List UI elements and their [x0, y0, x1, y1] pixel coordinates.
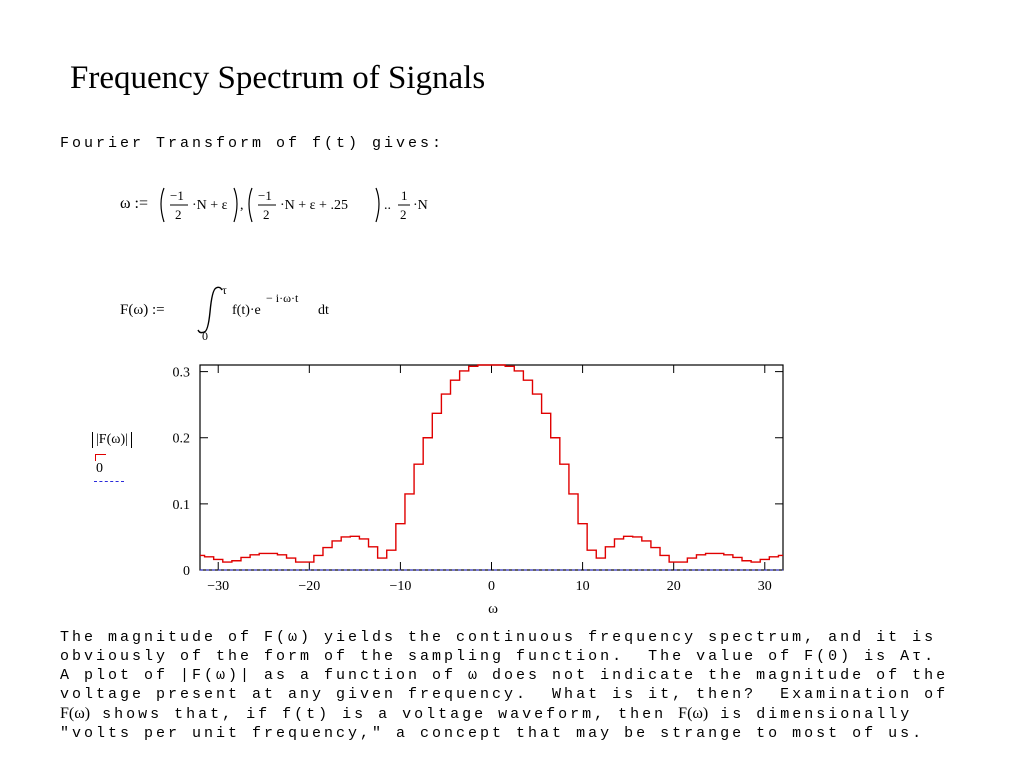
- svg-text:2: 2: [400, 207, 407, 222]
- svg-text:·N + ε + .25: ·N + ε + .25: [280, 198, 348, 213]
- svg-text:dt: dt: [318, 303, 329, 318]
- x-tick-label: 20: [667, 579, 681, 594]
- svg-text:ω :=: ω :=: [120, 195, 148, 212]
- y-tick-label: 0.2: [173, 432, 191, 447]
- svg-text:0: 0: [202, 329, 208, 342]
- svg-text:F(ω) :=: F(ω) :=: [120, 302, 165, 318]
- chart-axes: [199, 364, 784, 571]
- explanation-paragraph: The magnitude of F(ω) yields the continu…: [60, 628, 1010, 743]
- x-tick-label: 10: [576, 579, 590, 594]
- svg-text:·N + ε: ·N + ε: [192, 198, 228, 213]
- magnitude-series-line: [200, 364, 783, 563]
- svg-text:− i·ω·t: − i·ω·t: [266, 291, 299, 305]
- chart-ticks: −30 −20 −10 0 10 20 30 0 0.1 0.2 0.3: [173, 365, 783, 594]
- svg-text:−1: −1: [258, 188, 272, 203]
- x-tick-label: 0: [488, 579, 495, 594]
- svg-text:..: ..: [384, 198, 391, 213]
- page-title: Frequency Spectrum of Signals: [70, 60, 486, 96]
- fourier-equation-graphic: F(ω) := τ 0 f(t)·e − i·ω·t dt: [120, 283, 329, 343]
- x-tick-label: −10: [389, 579, 411, 594]
- chart-series: [200, 364, 783, 571]
- legend-zero-label: 0: [96, 461, 103, 476]
- legend-series-label: |F(ω)|: [92, 432, 132, 448]
- svg-text:1: 1: [401, 188, 408, 203]
- paragraph-line-3: A plot of |F(ω)| as a function of ω does…: [60, 667, 949, 684]
- y-tick-label: 0.1: [173, 498, 191, 513]
- inline-F-omega-1: F(ω): [60, 705, 91, 722]
- paragraph-line-1: The magnitude of F(ω) yields the continu…: [60, 629, 937, 646]
- svg-text:,: ,: [240, 198, 244, 213]
- fourier-definition: F(ω) := τ 0 f(t)·e − i·ω·t dt: [118, 282, 378, 347]
- paragraph-line-6: "volts per unit frequency," a concept th…: [60, 725, 925, 742]
- omega-equation-graphic: ω := −1 2 ·N + ε , −1 2 ·N + ε + .25 .. …: [120, 187, 428, 223]
- spectrum-chart: −30 −20 −10 0 10 20 30 0 0.1 0.2 0.3 ω: [173, 364, 784, 617]
- inline-F-omega-2: F(ω): [678, 705, 709, 722]
- paragraph-line-5-mid: shows that, if f(t) is a voltage wavefor…: [90, 706, 679, 723]
- svg-text:·N: ·N: [413, 198, 428, 213]
- chart-legend: |F(ω)| 0: [92, 432, 132, 482]
- paragraph-line-2: obviously of the form of the sampling fu…: [60, 648, 937, 665]
- paragraph-line-4: voltage present at any given frequency. …: [60, 686, 949, 703]
- svg-text:−1: −1: [170, 188, 184, 203]
- intro-text: Fourier Transform of f(t) gives:: [60, 135, 445, 152]
- svg-text:τ: τ: [222, 283, 227, 297]
- omega-definition: ω := −1 2 ·N + ε , −1 2 ·N + ε + .25 .. …: [118, 178, 498, 233]
- y-tick-label: 0.3: [173, 366, 191, 381]
- x-tick-label: −20: [298, 579, 320, 594]
- legend-zero-swatch: [94, 481, 124, 482]
- plot-frame: [199, 364, 784, 571]
- x-axis-label: ω: [488, 601, 498, 617]
- legend-series-swatch: [95, 454, 106, 461]
- svg-text:f(t)·e: f(t)·e: [232, 303, 261, 318]
- x-tick-label: −30: [207, 579, 229, 594]
- paragraph-line-5: F(ω) shows that, if f(t) is a voltage wa…: [60, 704, 1010, 724]
- svg-text:2: 2: [175, 207, 182, 222]
- x-tick-label: 30: [758, 579, 772, 594]
- y-tick-label: 0: [183, 564, 190, 579]
- paragraph-line-5-end: is dimensionally: [708, 706, 913, 723]
- svg-text:2: 2: [263, 207, 270, 222]
